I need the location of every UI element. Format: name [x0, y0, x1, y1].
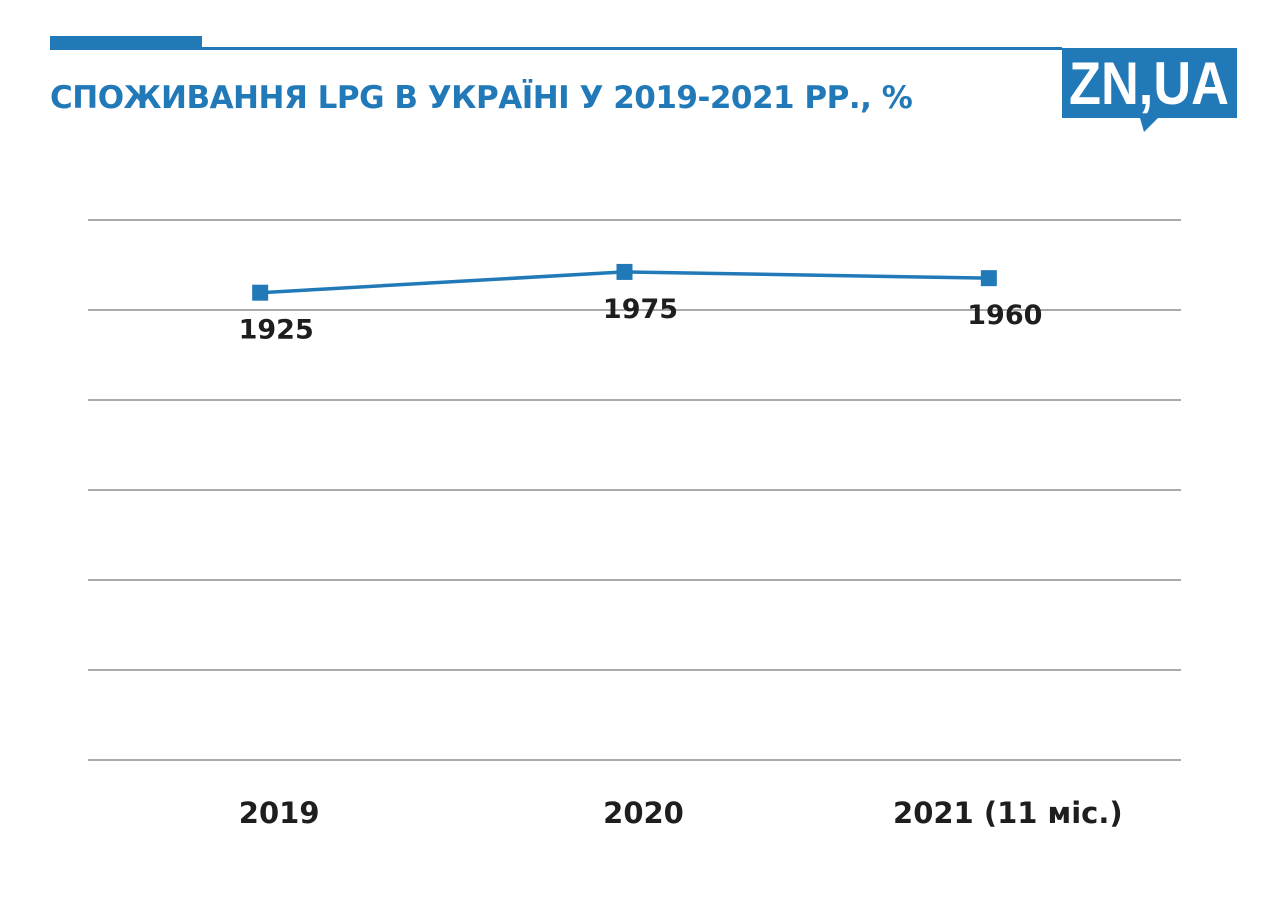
header-accent-bar — [50, 36, 202, 50]
gridlines — [88, 219, 1181, 761]
header-rule — [202, 47, 1062, 50]
data-labels: 1925 1975 1960 — [239, 294, 1043, 346]
logo-text: ZN,UA — [1069, 50, 1229, 117]
zn-ua-logo: ZN,UA — [1062, 48, 1237, 132]
chart-title: СПОЖИВАННЯ LPG В УКРАЇНІ У 2019-2021 РР.… — [50, 80, 913, 116]
x-tick-label: 2020 — [603, 796, 684, 830]
data-point-marker — [980, 270, 997, 287]
x-tick-label: 2019 — [239, 796, 320, 830]
data-label: 1975 — [603, 294, 678, 325]
data-markers — [252, 263, 997, 301]
data-point-marker — [252, 284, 269, 301]
data-point-marker — [616, 263, 633, 280]
data-label: 1925 — [239, 315, 314, 346]
x-axis-ticks: 2019 2020 2021 (11 міс.) — [239, 796, 1123, 830]
x-tick-label: 2021 (11 міс.) — [893, 796, 1123, 830]
data-label: 1960 — [967, 300, 1042, 331]
